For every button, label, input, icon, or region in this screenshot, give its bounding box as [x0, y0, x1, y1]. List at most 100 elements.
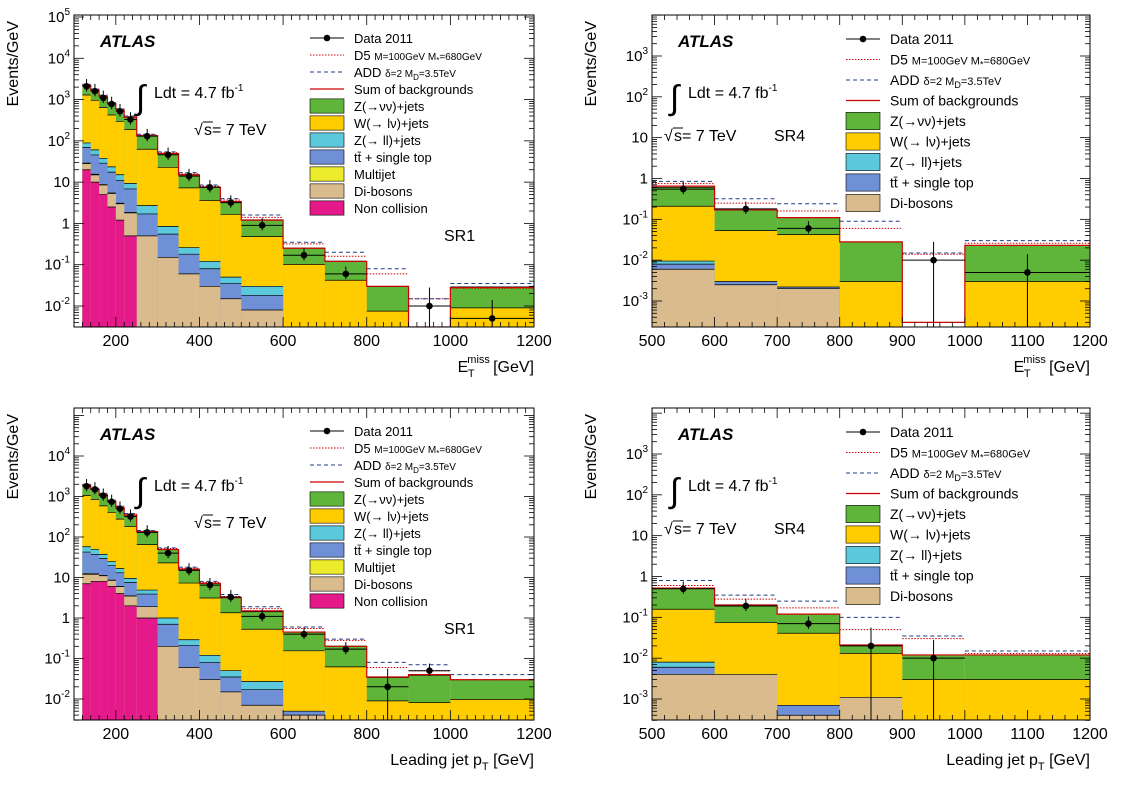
- legend-data-marker: [859, 428, 867, 436]
- plot-frame: [73, 407, 535, 721]
- y-tick-label: 10-3: [622, 689, 648, 708]
- legend-label-zll: Z(→ ll)+jets: [354, 526, 421, 541]
- data-point: [127, 513, 134, 520]
- sqrt-sign: √: [194, 515, 203, 532]
- bar-noncoll: [82, 583, 91, 720]
- data-point: [164, 151, 172, 159]
- bar-diboson: [220, 298, 242, 327]
- bar-wlnu: [839, 281, 903, 327]
- data-point: [384, 683, 391, 691]
- data-point: [99, 94, 107, 102]
- bar-noncoll: [115, 220, 125, 327]
- bar-diboson: [220, 691, 242, 720]
- region-label: SR4: [774, 128, 805, 145]
- energy-label: s= 7 TeV: [674, 521, 737, 538]
- legend-label-add: ADD δ=2 MD=3.5TeV: [354, 458, 456, 475]
- legend-swatch-top: [309, 542, 345, 558]
- plot-area: 10-3 10-2 10-1 1 10 102 103 500 600 700 800 900 1000…: [622, 14, 1108, 350]
- y-tick-label: 103: [626, 46, 649, 65]
- bar-noncoll: [107, 586, 116, 720]
- data-point: [116, 107, 124, 115]
- legend-label-noncoll: Non collision: [354, 201, 428, 216]
- legend-label-diboson: Di-bosons: [890, 588, 953, 604]
- y-tick-label: 102: [48, 527, 71, 546]
- legend-label-top: tt̄ + single top: [354, 543, 432, 558]
- bar-wlnu: [366, 311, 409, 327]
- bar-diboson: [157, 646, 179, 720]
- bar-wlnu: [408, 702, 451, 720]
- sqrt-sign: √: [194, 122, 203, 139]
- y-tick-label: 1: [640, 171, 648, 188]
- legend-label-znunu: Z(→νν)+jets: [890, 506, 966, 522]
- bar-diboson: [777, 715, 840, 720]
- outline-wlnu: [82, 94, 534, 312]
- y-tick-label: 1: [62, 610, 70, 627]
- x-axis-title: Leading jet pT [GeV]: [390, 752, 534, 773]
- legend: Data 2011 D5 M=100GeV M*=680GeV ADD δ=2 MD…: [845, 424, 1031, 605]
- data-point: [164, 549, 172, 557]
- y-axis-title: Events/GeV: [5, 21, 22, 107]
- legend-label-sum: Sum of backgrounds: [354, 82, 474, 97]
- plot-area: 10-2 10-1 1 10 102 103 104 105 200 400 600 800 1000 1…: [44, 7, 551, 350]
- x-tick-label: 500: [639, 333, 666, 350]
- x-tick-label: 600: [701, 726, 728, 743]
- panel-pt-sr1: 10-2 10-1 1 10 102 103 104 200 400 600 800 1000 1200…: [0, 393, 560, 786]
- legend-label-znunu: Z(→νν)+jets: [354, 492, 425, 507]
- chart-pt-sr4: 10-3 10-2 10-1 1 10 102 103 500 600 700 800 900 1000…: [583, 407, 1108, 773]
- data-point: [83, 482, 90, 490]
- x-tick-label: 800: [826, 333, 853, 350]
- legend-swatch-top: [845, 173, 881, 192]
- bar-wlnu: [324, 280, 367, 327]
- bar-diboson: [652, 674, 715, 720]
- outline-wlnu: [82, 495, 534, 703]
- legend-data-marker: [323, 34, 331, 42]
- legend-label-data: Data 2011: [354, 31, 413, 46]
- legend-label-data: Data 2011: [354, 424, 413, 439]
- data-point: [108, 100, 115, 108]
- bar-diboson: [652, 269, 715, 327]
- data-point: [206, 581, 214, 589]
- sqrt-sign: √: [664, 128, 673, 145]
- y-tick-label: 1: [62, 215, 70, 232]
- legend-label-multijet: Multijet: [354, 167, 396, 182]
- data-point: [300, 630, 308, 638]
- data-point: [185, 567, 193, 574]
- legend-label-top: tt̄ + single top: [890, 175, 974, 191]
- outline-multijet: [82, 573, 137, 597]
- y-tick-label: 104: [48, 48, 71, 67]
- bar-noncoll: [99, 581, 108, 720]
- y-tick-label: 10-2: [44, 689, 70, 708]
- legend-swatch-zll: [845, 546, 881, 564]
- bar-diboson: [714, 284, 778, 327]
- bar-wlnu: [283, 650, 325, 720]
- outline-zll: [82, 142, 284, 287]
- y-tick-label: 10: [631, 528, 648, 545]
- data-point: [258, 222, 266, 229]
- bar-wlnu: [450, 699, 534, 720]
- outline-multijet: [82, 162, 137, 213]
- x-axis-title: Leading jet pT [GeV]: [946, 752, 1090, 773]
- outline-diboson: [82, 163, 534, 327]
- x-tick-label: 400: [186, 726, 213, 743]
- x-tick-label: 600: [270, 333, 297, 350]
- plot-frame: [73, 14, 535, 328]
- energy-label: s= 7 TeV: [674, 128, 737, 145]
- y-tick-label: 102: [626, 485, 649, 504]
- legend-label-add: ADD δ=2 MD=3.5TeV: [890, 465, 1002, 483]
- outline-top: [82, 551, 325, 712]
- legend-swatch-diboson: [309, 576, 345, 592]
- legend-label-zll: Z(→ ll)+jets: [354, 133, 421, 148]
- y-tick-label: 10-1: [622, 607, 648, 626]
- bar-diboson: [136, 235, 158, 327]
- region-label: SR1: [444, 621, 475, 638]
- y-tick-label: 104: [48, 446, 71, 465]
- bar-diboson: [178, 273, 200, 327]
- data-point: [930, 654, 937, 662]
- x-tick-label: 1000: [433, 726, 469, 743]
- data-point: [867, 642, 875, 650]
- outline-top: [82, 147, 284, 296]
- energy-label: s= 7 TeV: [204, 515, 267, 532]
- x-tick-label: 200: [102, 726, 129, 743]
- x-tick-label: 800: [353, 333, 380, 350]
- data-point: [206, 184, 214, 191]
